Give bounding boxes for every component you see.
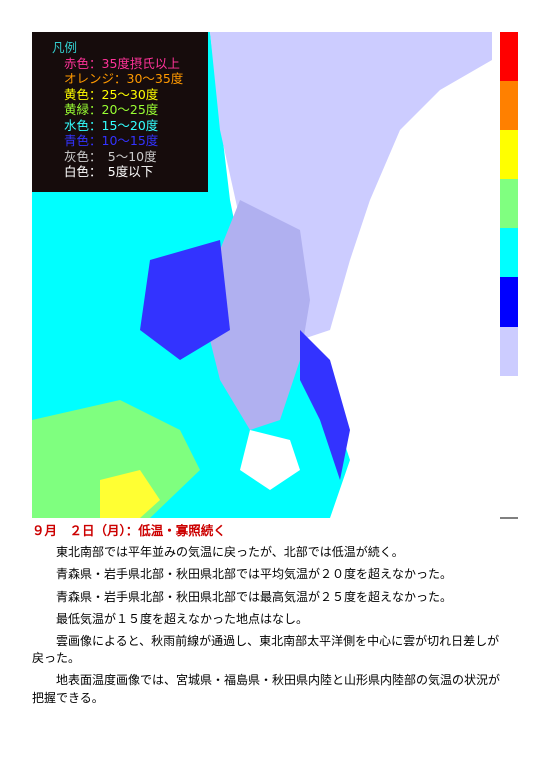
colorbar-orange [500, 81, 518, 130]
legend-item: オレンジ：30～35度 [64, 71, 184, 86]
land-green [32, 400, 200, 518]
cloud-blue [140, 240, 230, 360]
colorbar-yellow [500, 130, 518, 179]
paragraph: 地表面温度画像では、宮城県・福島県・秋田県内陸と山形県内陸部の気温の状況が把握で… [32, 673, 501, 705]
cloud-gray [200, 200, 310, 430]
legend-item: 黄色：25～30度 [64, 86, 159, 102]
paragraph: 青森県・岩手県北部・秋田県北部では平均気温が２０度を超えなかった。 [56, 567, 453, 582]
colorbar-lavender [500, 327, 518, 376]
legend-item: 赤色：35度摂氏以上 [64, 55, 180, 71]
paragraph: 青森県・岩手県北部・秋田県北部では最高気温が２５度を超えなかった。 [56, 589, 453, 604]
paragraph: 東北南部では平年並みの気温に戻ったが、北部では低温が続く。 [56, 545, 404, 560]
colorbar-lightgreen [500, 179, 518, 228]
legend-title: 凡例 [52, 40, 78, 55]
colorbar-blue [500, 277, 518, 327]
colorbar-red [500, 32, 518, 81]
land-yellow [100, 470, 160, 518]
land-white [240, 430, 300, 490]
paragraph: 雲画像によると、秋雨前線が通過し、東北南部太平洋側を中心に雲が切れ日差しが戻った… [32, 634, 500, 666]
legend: 凡例 赤色：35度摂氏以上 オレンジ：30～35度 黄色：25～30度 黄緑：2… [32, 32, 208, 192]
legend-item: 水色：15～20度 [64, 117, 159, 133]
cloud-blue-2 [300, 330, 350, 480]
heading: ９月 ２日（月）：低温・寡照続く [32, 523, 226, 538]
legend-item: 黄緑：20～25度 [64, 102, 159, 117]
legend-item: 白色： 5度以下 [64, 164, 154, 179]
paragraph: 最低気温が１５度を超えなかった地点はなし。 [56, 611, 309, 626]
text-body: ９月 ２日（月）：低温・寡照続く 東北南部では平年並みの気温に戻ったが、北部では… [32, 522, 502, 712]
colorbar-cyan [500, 228, 518, 277]
legend-item: 青色：10～15度 [64, 133, 159, 148]
legend-item: 灰色： 5～10度 [64, 148, 157, 164]
